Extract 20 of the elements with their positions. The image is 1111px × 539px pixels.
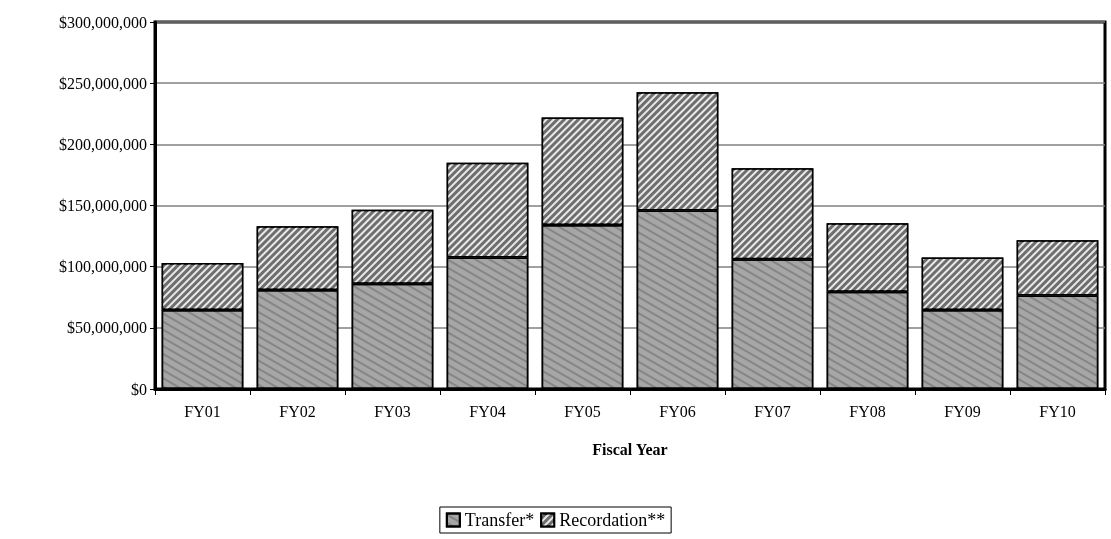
y-tick-label: $300,000,000 bbox=[59, 13, 147, 31]
x-tick-label: FY06 bbox=[659, 402, 696, 420]
x-tick-label: FY04 bbox=[469, 402, 506, 420]
y-tick-label: $50,000,000 bbox=[67, 319, 147, 337]
y-tick-label: $200,000,000 bbox=[59, 135, 147, 153]
x-tick-label: FY05 bbox=[564, 402, 601, 420]
x-tick-label: FY03 bbox=[374, 402, 411, 420]
x-tick-label: FY08 bbox=[849, 402, 886, 420]
x-axis-title: Fiscal Year bbox=[592, 440, 668, 458]
x-tick-label: FY07 bbox=[754, 402, 791, 420]
x-tick-label: FY09 bbox=[944, 402, 981, 420]
legend-label: Recordation** bbox=[559, 510, 666, 530]
x-tick-label: FY10 bbox=[1039, 402, 1076, 420]
y-tick-label: $0 bbox=[131, 380, 147, 398]
y-tick-label: $250,000,000 bbox=[59, 74, 147, 92]
x-tick-label: FY02 bbox=[279, 402, 316, 420]
legend-label: Transfer* bbox=[464, 510, 535, 530]
y-tick-label: $100,000,000 bbox=[59, 258, 147, 276]
x-tick-label: FY01 bbox=[184, 402, 221, 420]
y-tick-label: $150,000,000 bbox=[59, 197, 147, 214]
